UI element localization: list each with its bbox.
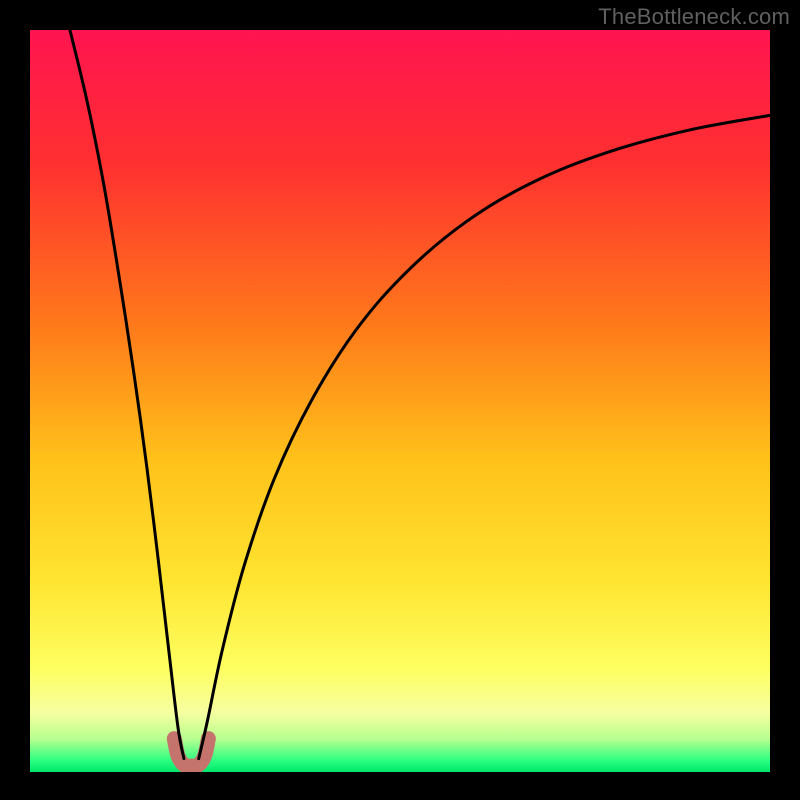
curve-left-branch bbox=[70, 30, 184, 759]
curve-right-branch bbox=[199, 115, 770, 758]
bottleneck-curve bbox=[30, 30, 770, 772]
watermark-label: TheBottleneck.com bbox=[598, 4, 790, 30]
chart-stage: TheBottleneck.com bbox=[0, 0, 800, 800]
